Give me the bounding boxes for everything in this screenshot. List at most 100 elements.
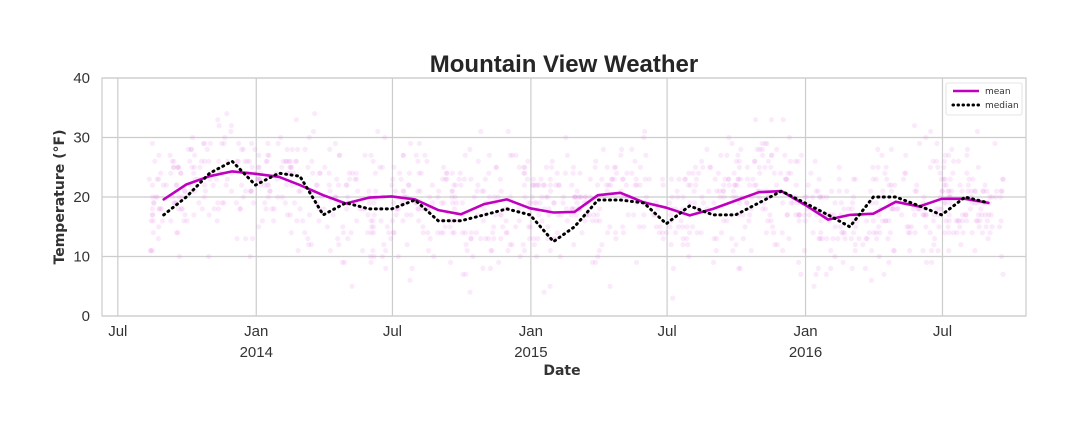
- scatter-point: [954, 230, 960, 236]
- scatter-point: [806, 212, 813, 218]
- scatter-point: [234, 236, 240, 242]
- scatter-point: [947, 176, 953, 182]
- scatter-point: [763, 230, 770, 236]
- scatter-point: [903, 170, 909, 176]
- scatter-point: [149, 206, 155, 212]
- scatter-point: [946, 218, 952, 224]
- scatter-point: [206, 253, 212, 260]
- scatter-point: [632, 182, 638, 188]
- y-tick-label: 40: [73, 70, 90, 87]
- scatter-point: [879, 152, 885, 158]
- scatter-point: [921, 212, 927, 218]
- scatter-point: [850, 194, 857, 200]
- scatter-point: [368, 152, 374, 158]
- scatter-point: [923, 134, 929, 141]
- scatter-point: [371, 212, 377, 218]
- scatter-point: [606, 182, 612, 188]
- scatter-point: [700, 200, 707, 206]
- scatter-point: [988, 212, 994, 218]
- scatter-point: [813, 188, 819, 194]
- scatter-point: [860, 242, 866, 248]
- scatter-point: [744, 176, 751, 182]
- scatter-point: [168, 170, 174, 176]
- scatter-point: [957, 182, 963, 188]
- scatter-point: [346, 170, 352, 176]
- scatter-point: [597, 218, 603, 224]
- scatter-point: [367, 253, 374, 260]
- scatter-point: [370, 218, 376, 224]
- scatter-point: [592, 164, 598, 170]
- scatter-point: [771, 170, 777, 176]
- scatter-point: [964, 170, 970, 176]
- scatter-point: [619, 146, 625, 152]
- scatter-point: [224, 111, 230, 117]
- scatter-point: [735, 152, 741, 158]
- scatter-point: [959, 188, 965, 194]
- scatter-point: [157, 206, 163, 212]
- scatter-point: [531, 242, 538, 248]
- scatter-point: [574, 188, 580, 194]
- scatter-point: [563, 134, 569, 141]
- scatter-point: [892, 182, 898, 188]
- scatter-point: [291, 200, 298, 206]
- scatter-point: [706, 188, 712, 194]
- scatter-point: [911, 123, 918, 129]
- scatter-point: [443, 170, 450, 176]
- scatter-point: [207, 176, 213, 182]
- scatter-point: [191, 212, 197, 218]
- scatter-point: [574, 200, 580, 206]
- scatter-point: [344, 206, 350, 212]
- scatter-point: [265, 140, 271, 147]
- scatter-point: [725, 176, 732, 182]
- scatter-point: [507, 152, 513, 158]
- scatter-point: [509, 152, 515, 158]
- scatter-point: [397, 170, 403, 176]
- scatter-point: [959, 212, 966, 218]
- scatter-point: [891, 248, 897, 254]
- scatter-point: [468, 230, 474, 236]
- scatter-point: [802, 248, 808, 254]
- scatter-point: [441, 164, 447, 170]
- scatter-point: [599, 242, 605, 248]
- scatter-point: [275, 194, 281, 200]
- scatter-point: [946, 152, 952, 158]
- scatter-point: [287, 158, 293, 164]
- scatter-point: [447, 224, 453, 230]
- scatter-point: [507, 242, 513, 248]
- scatter-point: [393, 212, 399, 218]
- scatter-point: [795, 158, 801, 164]
- scatter-point: [442, 224, 448, 230]
- x-tick-labels: Jul Jan 2014 Jul Jan 2015 Jul Jan 2016 Jul: [108, 323, 952, 361]
- scatter-point: [984, 188, 990, 194]
- scatter-point: [532, 200, 538, 206]
- scatter-point: [239, 182, 245, 188]
- scatter-point: [254, 176, 261, 182]
- scatter-point: [188, 146, 194, 152]
- scatter-point: [636, 224, 643, 230]
- scatter-point: [711, 236, 717, 242]
- scatter-point: [905, 230, 911, 236]
- scatter-point: [571, 194, 577, 200]
- scatter-point: [780, 200, 786, 206]
- scatter-point: [903, 152, 909, 158]
- scatter-point: [287, 164, 293, 170]
- scatter-point: [202, 158, 208, 164]
- scatter-point: [624, 170, 630, 176]
- scatter-point: [738, 146, 744, 152]
- scatter-point: [772, 242, 778, 248]
- scatter-point: [732, 182, 738, 188]
- scatter-point: [330, 212, 336, 218]
- scatter-point: [308, 242, 315, 248]
- scatter-point: [747, 182, 753, 188]
- scatter-point: [543, 194, 549, 200]
- scatter-point: [334, 176, 340, 182]
- scatter-point: [978, 206, 984, 212]
- scatter-point: [744, 164, 751, 170]
- scatter-point: [718, 230, 725, 236]
- scatter-point: [222, 134, 228, 141]
- scatter-point: [182, 212, 188, 218]
- scatter-point: [762, 206, 769, 212]
- scatter-point: [888, 146, 895, 152]
- scatter-point: [174, 182, 180, 188]
